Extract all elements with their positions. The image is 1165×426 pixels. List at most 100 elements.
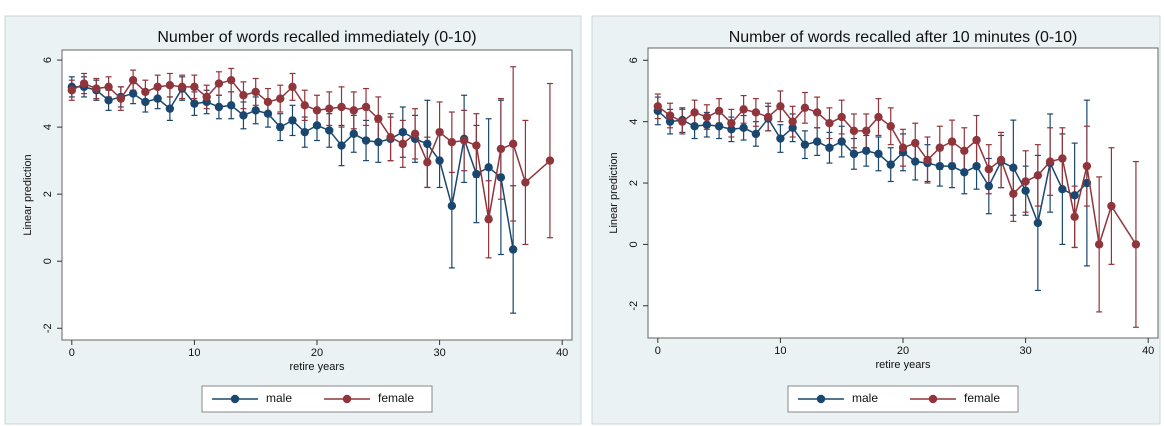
data-point — [739, 123, 748, 132]
data-point — [751, 129, 761, 139]
data-point — [776, 102, 785, 111]
x-tick-label: 40 — [1142, 345, 1154, 357]
data-point — [190, 82, 199, 92]
data-point — [374, 114, 383, 123]
data-point — [837, 137, 846, 146]
data-point — [690, 122, 699, 131]
data-point — [226, 75, 236, 85]
data-point — [751, 108, 761, 117]
legend-marker — [230, 394, 240, 404]
data-point — [714, 122, 724, 131]
data-point — [435, 156, 444, 165]
y-tick-label: 2 — [42, 191, 54, 197]
data-point — [825, 118, 834, 128]
data-point — [1107, 201, 1116, 211]
data-point — [812, 137, 822, 146]
x-axis-title: retire years — [875, 359, 931, 371]
data-point — [472, 141, 481, 150]
data-point — [300, 101, 309, 110]
data-point — [886, 160, 895, 169]
data-point — [935, 161, 944, 171]
data-point — [665, 117, 675, 126]
chart-title: Number of words recalled immediately (0-… — [157, 29, 476, 46]
data-point — [923, 155, 932, 165]
y-tick-label: 0 — [42, 258, 54, 264]
data-point — [116, 94, 126, 103]
legend-marker — [342, 394, 352, 404]
data-point — [678, 117, 687, 126]
y-tick-label: 2 — [628, 180, 640, 186]
x-tick-label: 30 — [1019, 345, 1031, 357]
data-point — [849, 149, 859, 159]
data-point — [1045, 157, 1055, 166]
data-point — [1021, 177, 1030, 186]
data-point — [349, 129, 358, 139]
data-point — [1131, 240, 1141, 249]
data-point — [423, 139, 432, 149]
data-point — [996, 155, 1006, 165]
data-point — [374, 137, 383, 147]
data-point — [1058, 184, 1067, 194]
data-point — [521, 178, 530, 187]
data-point — [702, 120, 712, 129]
data-point — [361, 102, 371, 112]
x-tick-label: 0 — [655, 345, 661, 357]
data-point — [1009, 163, 1018, 172]
data-point — [447, 137, 457, 147]
y-tick-label: 4 — [628, 119, 640, 125]
y-axis-title: Linear prediction — [22, 154, 34, 235]
data-point — [79, 79, 89, 88]
data-point — [447, 201, 457, 211]
data-point — [862, 146, 871, 156]
y-tick-label: -2 — [628, 301, 640, 311]
data-point — [263, 109, 273, 118]
data-point — [202, 92, 211, 102]
data-point — [141, 87, 150, 97]
data-point — [960, 168, 969, 177]
x-tick-label: 40 — [556, 347, 568, 359]
legend-label: female — [378, 391, 414, 405]
data-point — [911, 157, 920, 166]
x-tick-label: 10 — [188, 347, 200, 359]
legend-label: male — [852, 391, 878, 405]
legend-label: female — [964, 391, 1000, 405]
data-point — [1058, 154, 1067, 163]
x-tick-label: 20 — [311, 347, 323, 359]
data-point — [763, 112, 773, 122]
data-point — [337, 141, 346, 150]
data-point — [276, 94, 285, 103]
data-point — [874, 112, 883, 122]
data-point — [398, 139, 408, 149]
legend-marker — [928, 394, 938, 404]
data-point — [1021, 186, 1030, 195]
data-point — [325, 126, 334, 135]
data-point — [776, 134, 785, 143]
data-point — [947, 161, 957, 171]
data-point — [398, 127, 408, 137]
data-point — [251, 87, 260, 97]
data-point — [423, 158, 432, 167]
data-point — [153, 94, 162, 103]
data-point — [214, 102, 224, 112]
data-point — [214, 79, 224, 88]
data-point — [653, 102, 663, 111]
data-point — [1009, 189, 1018, 198]
data-point — [665, 111, 675, 120]
x-axis-title: retire years — [289, 361, 345, 373]
data-point — [128, 89, 138, 98]
data-point — [190, 99, 199, 108]
data-point — [849, 126, 859, 136]
data-point — [508, 245, 518, 254]
legend-marker — [816, 394, 826, 404]
data-point — [714, 106, 724, 116]
data-point — [300, 127, 309, 137]
data-point — [947, 137, 957, 146]
data-point — [727, 118, 736, 128]
data-point — [690, 108, 699, 117]
y-tick-label: 6 — [628, 57, 640, 63]
x-tick-label: 0 — [69, 347, 75, 359]
data-point — [1094, 240, 1104, 249]
data-point — [239, 111, 248, 120]
